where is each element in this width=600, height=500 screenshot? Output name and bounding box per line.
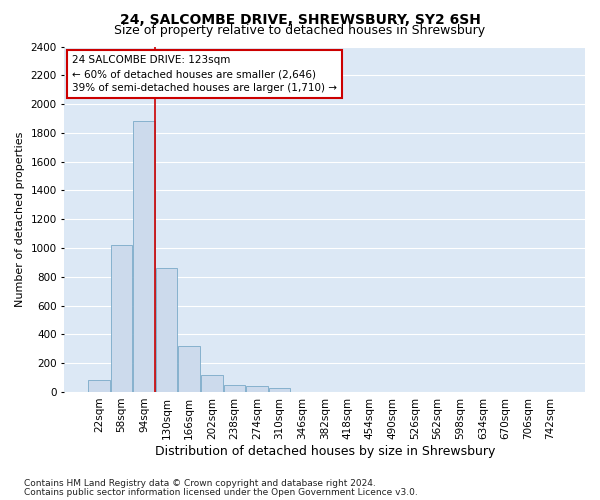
Bar: [201, 376, 223, 392]
Text: 24 SALCOMBE DRIVE: 123sqm
← 60% of detached houses are smaller (2,646)
39% of se: 24 SALCOMBE DRIVE: 123sqm ← 60% of detac…: [72, 55, 337, 93]
Text: Size of property relative to detached houses in Shrewsbury: Size of property relative to detached ho…: [115, 24, 485, 37]
Bar: [269, 388, 290, 392]
Bar: [88, 380, 110, 392]
Bar: [246, 386, 268, 392]
Text: Contains public sector information licensed under the Open Government Licence v3: Contains public sector information licen…: [24, 488, 418, 497]
Bar: [133, 122, 155, 392]
Bar: [110, 245, 132, 392]
Bar: [224, 385, 245, 392]
Y-axis label: Number of detached properties: Number of detached properties: [15, 132, 25, 307]
Bar: [178, 346, 200, 392]
Text: 24, SALCOMBE DRIVE, SHREWSBURY, SY2 6SH: 24, SALCOMBE DRIVE, SHREWSBURY, SY2 6SH: [119, 12, 481, 26]
X-axis label: Distribution of detached houses by size in Shrewsbury: Distribution of detached houses by size …: [155, 444, 495, 458]
Text: Contains HM Land Registry data © Crown copyright and database right 2024.: Contains HM Land Registry data © Crown c…: [24, 479, 376, 488]
Bar: [156, 268, 178, 392]
